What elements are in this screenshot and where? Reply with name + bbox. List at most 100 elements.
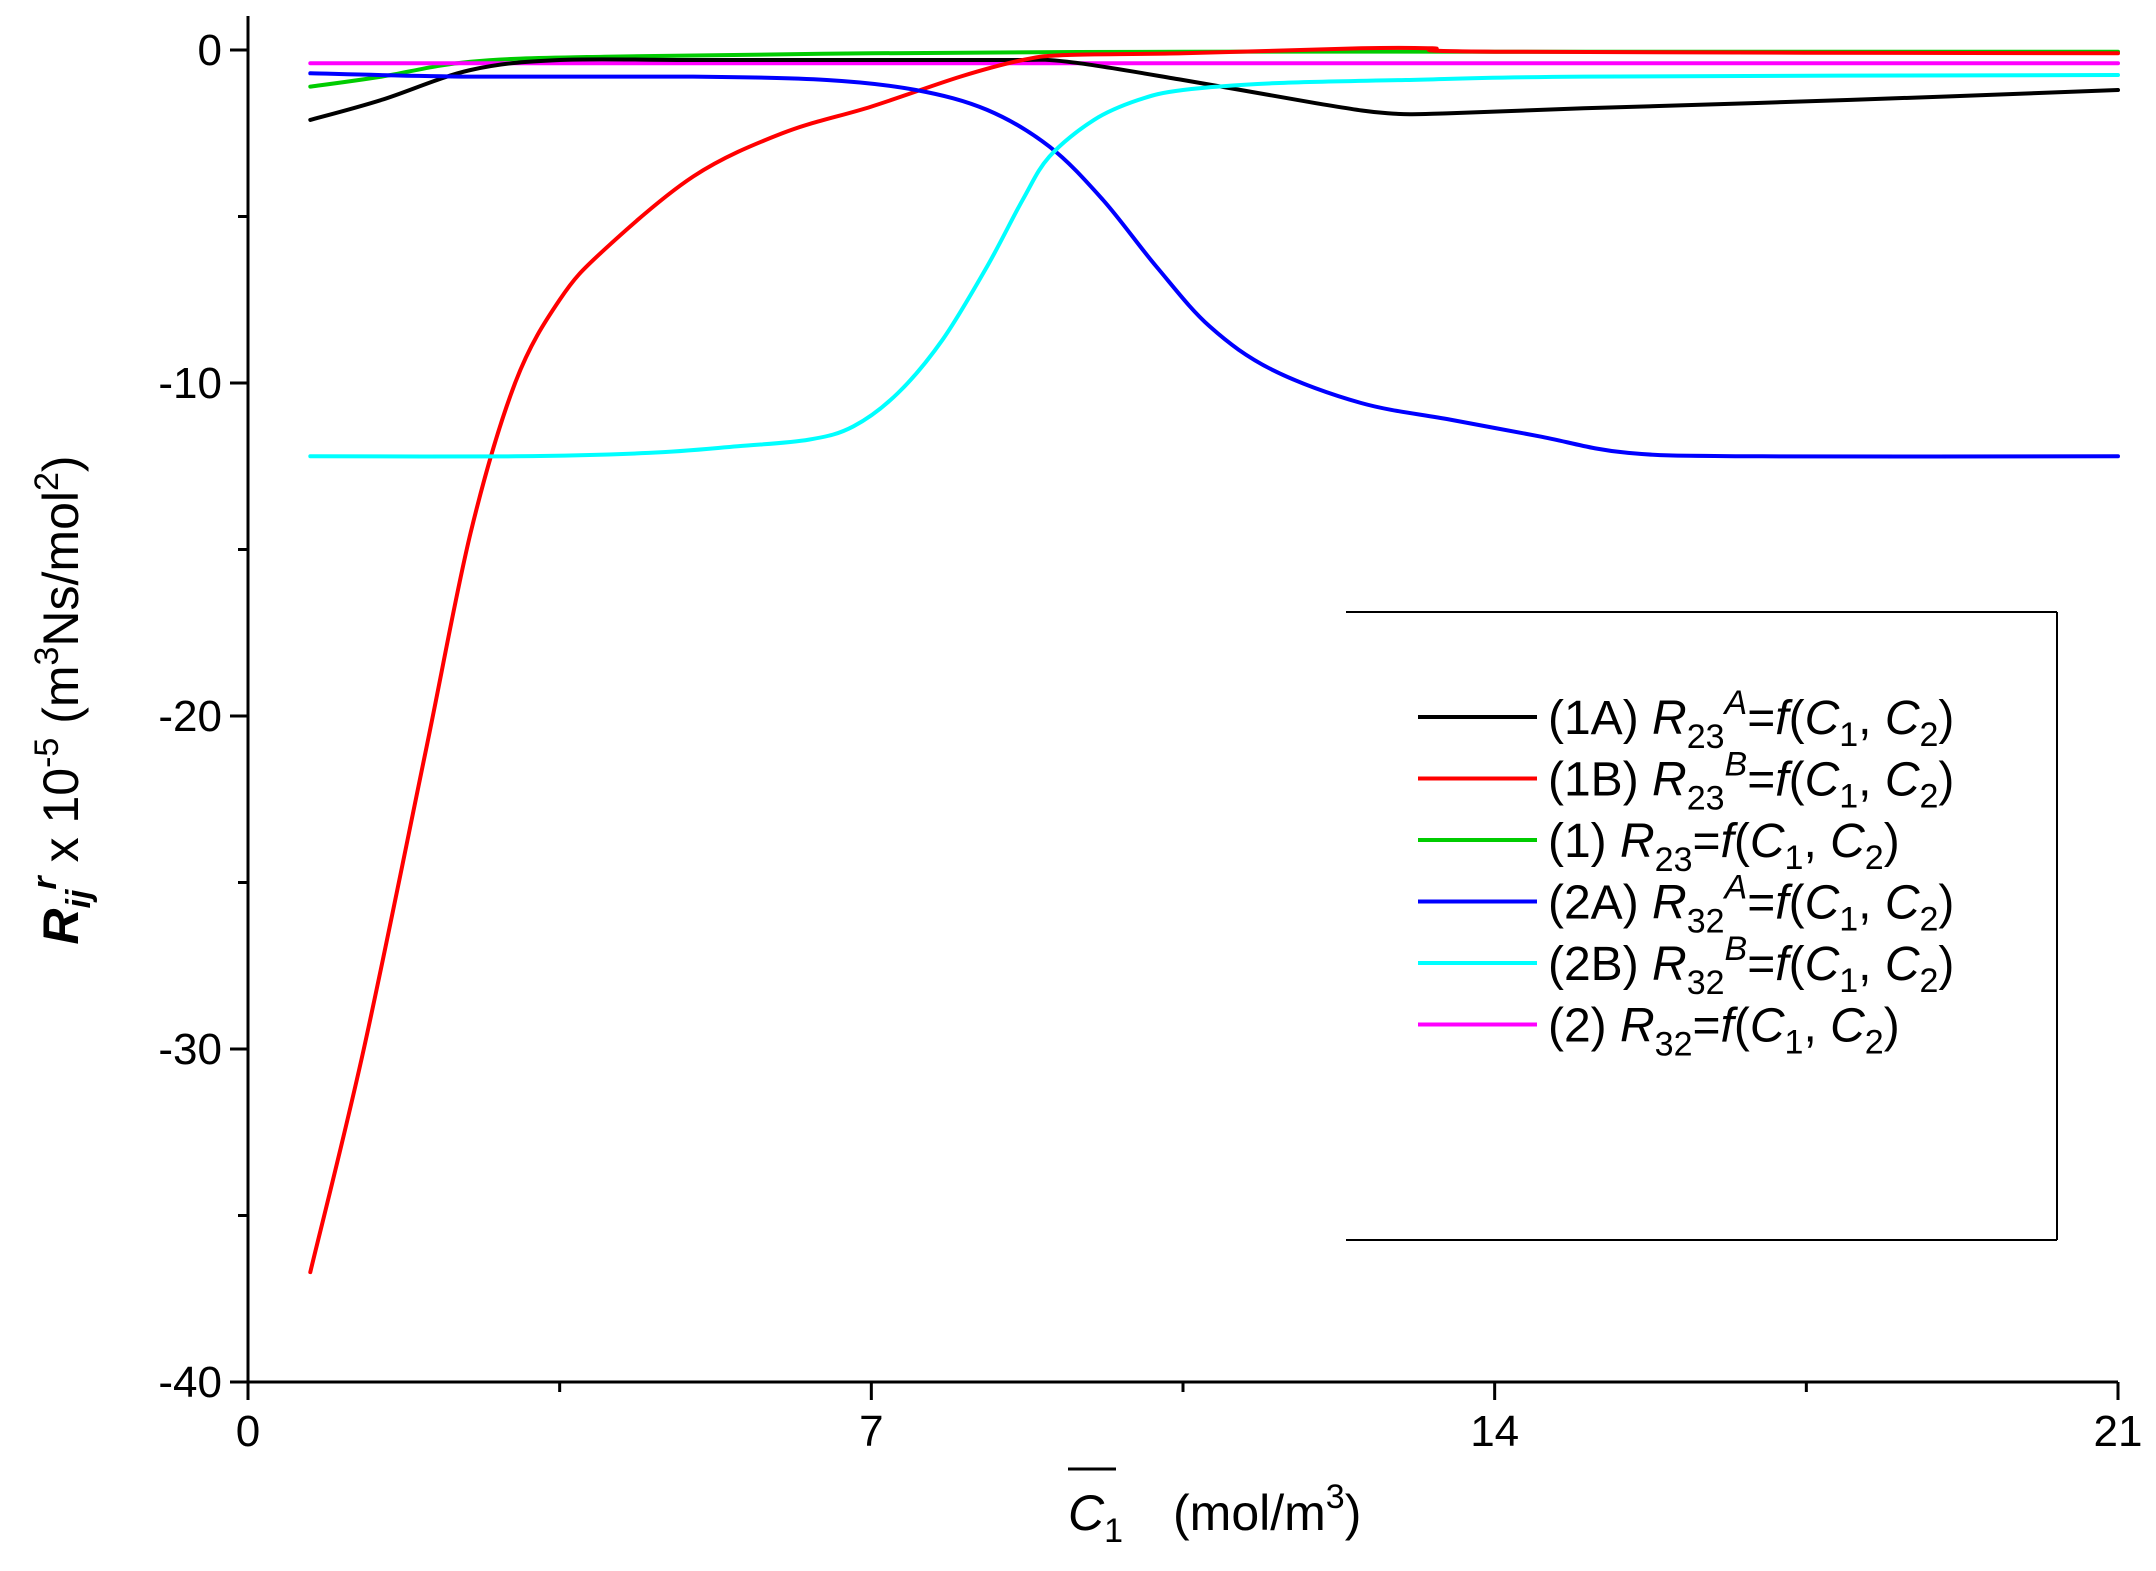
legend-equals: = bbox=[1693, 1000, 1721, 1053]
y-subscript: ij bbox=[60, 888, 98, 908]
y-units-prefix: (m bbox=[33, 665, 89, 737]
y-units-mid: Ns/mol bbox=[33, 491, 89, 647]
legend-arg2: C bbox=[1885, 754, 1920, 807]
y-units-power2: 2 bbox=[28, 472, 66, 491]
legend-sep: , bbox=[1803, 1000, 1830, 1053]
legend-close: ) bbox=[1938, 938, 1954, 991]
legend-arg2-sub: 2 bbox=[1920, 962, 1939, 1000]
series-line-1a bbox=[308, 57, 2120, 122]
legend-arg2: C bbox=[1830, 815, 1865, 868]
legend-superscript: B bbox=[1725, 930, 1748, 968]
legend-close: ) bbox=[1884, 1000, 1900, 1053]
legend-label-1b: (1B) R23B=f(C1, C2) bbox=[1548, 746, 1954, 818]
legend-close: ) bbox=[1938, 692, 1954, 745]
legend-sep: , bbox=[1858, 692, 1885, 745]
series-line-2a bbox=[308, 71, 2120, 459]
legend-symbol: R bbox=[1620, 815, 1655, 868]
legend-equals: = bbox=[1693, 815, 1721, 868]
legend-label-2: (2) R32=f(C1, C2) bbox=[1548, 1000, 1900, 1064]
legend-label-1: (1) R23=f(C1, C2) bbox=[1548, 815, 1900, 879]
legend-arg1: C bbox=[1805, 938, 1840, 991]
y-symbol: R bbox=[33, 908, 89, 944]
legend-label-2b: (2B) R32B=f(C1, C2) bbox=[1548, 930, 1954, 1002]
legend-subscript: 32 bbox=[1687, 964, 1725, 1002]
legend-arg2: C bbox=[1885, 692, 1920, 745]
legend-arg2-sub: 2 bbox=[1865, 839, 1884, 877]
legend-subscript: 23 bbox=[1687, 718, 1725, 756]
x-axis-title: C1 (mol/m3) bbox=[1068, 1478, 1361, 1550]
legend-sep: , bbox=[1858, 754, 1885, 807]
legend-subscript: 23 bbox=[1655, 841, 1693, 879]
legend-equals: = bbox=[1747, 692, 1775, 745]
series-line-1 bbox=[308, 49, 2120, 89]
legend-arg1-sub: 1 bbox=[1839, 778, 1858, 816]
x-symbol: C bbox=[1068, 1485, 1105, 1541]
legend-prefix: (2) bbox=[1548, 1000, 1620, 1053]
legend-close: ) bbox=[1938, 754, 1954, 807]
legend-sep: , bbox=[1858, 877, 1885, 930]
legend-sep: , bbox=[1803, 815, 1830, 868]
legend-equals: = bbox=[1747, 877, 1775, 930]
legend-equals: = bbox=[1747, 938, 1775, 991]
y-superscript: r bbox=[26, 875, 64, 890]
legend-arg2-sub: 2 bbox=[1920, 716, 1939, 754]
legend-open-paren: ( bbox=[1789, 877, 1805, 930]
legend-symbol: R bbox=[1652, 692, 1687, 745]
y-axis-title: Rijr x 10-5 (m3Ns/mol2) bbox=[26, 455, 98, 944]
x-units-suffix: ) bbox=[1345, 1485, 1362, 1541]
legend-prefix: (1) bbox=[1548, 815, 1620, 868]
legend-subscript: 23 bbox=[1687, 780, 1725, 818]
legend-items: (1A) R23A=f(C1, C2)(1B) R23B=f(C1, C2)(1… bbox=[1418, 684, 1954, 1064]
legend-open-paren: ( bbox=[1789, 754, 1805, 807]
legend-arg2-sub: 2 bbox=[1865, 1024, 1884, 1062]
legend-arg2-sub: 2 bbox=[1920, 901, 1939, 939]
y-tick-label: 0 bbox=[198, 26, 222, 75]
legend-arg2: C bbox=[1830, 1000, 1865, 1053]
y-tick-label: -30 bbox=[158, 1025, 222, 1074]
legend-symbol: R bbox=[1620, 1000, 1655, 1053]
legend-sep: , bbox=[1858, 938, 1885, 991]
series-layer bbox=[308, 45, 2120, 1275]
x-tick-label: 14 bbox=[1470, 1407, 1519, 1456]
legend-arg2: C bbox=[1885, 938, 1920, 991]
x-units-prefix: (mol/m bbox=[1173, 1485, 1326, 1541]
legend-arg1-sub: 1 bbox=[1785, 1024, 1804, 1062]
legend-label-1a: (1A) R23A=f(C1, C2) bbox=[1548, 684, 1954, 756]
legend-arg1: C bbox=[1805, 692, 1840, 745]
series-line-1b bbox=[308, 45, 2120, 1275]
legend-arg2: C bbox=[1885, 877, 1920, 930]
legend-open-paren: ( bbox=[1734, 1000, 1750, 1053]
x-tick-label: 21 bbox=[2094, 1407, 2143, 1456]
legend-close: ) bbox=[1884, 815, 1900, 868]
y-tick-label: -40 bbox=[158, 1358, 222, 1407]
legend-prefix: (1A) bbox=[1548, 692, 1652, 745]
y-scale-text: x 10 bbox=[33, 768, 89, 876]
y-tick-label: -20 bbox=[158, 692, 222, 741]
legend-superscript: A bbox=[1723, 869, 1748, 907]
legend-equals: = bbox=[1747, 754, 1775, 807]
legend-symbol: R bbox=[1652, 754, 1687, 807]
legend-arg1-sub: 1 bbox=[1839, 962, 1858, 1000]
y-tick-label: -10 bbox=[158, 359, 222, 408]
legend-arg1-sub: 1 bbox=[1785, 839, 1804, 877]
legend-open-paren: ( bbox=[1789, 692, 1805, 745]
legend-prefix: (2B) bbox=[1548, 938, 1652, 991]
legend-superscript: B bbox=[1725, 746, 1748, 784]
legend-label-2a: (2A) R32A=f(C1, C2) bbox=[1548, 869, 1954, 941]
axes-layer: 0-10-20-30-400 7 14 21 bbox=[158, 16, 2142, 1456]
legend-symbol: R bbox=[1652, 938, 1687, 991]
legend-arg1: C bbox=[1805, 877, 1840, 930]
legend-subscript: 32 bbox=[1687, 903, 1725, 941]
legend-arg1-sub: 1 bbox=[1839, 901, 1858, 939]
y-scale-power: -5 bbox=[28, 738, 66, 768]
x-subscript: 1 bbox=[1104, 1512, 1123, 1550]
y-units-power: 3 bbox=[28, 647, 66, 666]
legend-open-paren: ( bbox=[1734, 815, 1750, 868]
legend-open-paren: ( bbox=[1789, 938, 1805, 991]
x-units-power: 3 bbox=[1326, 1478, 1345, 1516]
legend-prefix: (1B) bbox=[1548, 754, 1652, 807]
legend: (1A) R23A=f(C1, C2)(1B) R23B=f(C1, C2)(1… bbox=[1346, 611, 2058, 1241]
legend-close: ) bbox=[1938, 877, 1954, 930]
legend-subscript: 32 bbox=[1655, 1026, 1693, 1064]
